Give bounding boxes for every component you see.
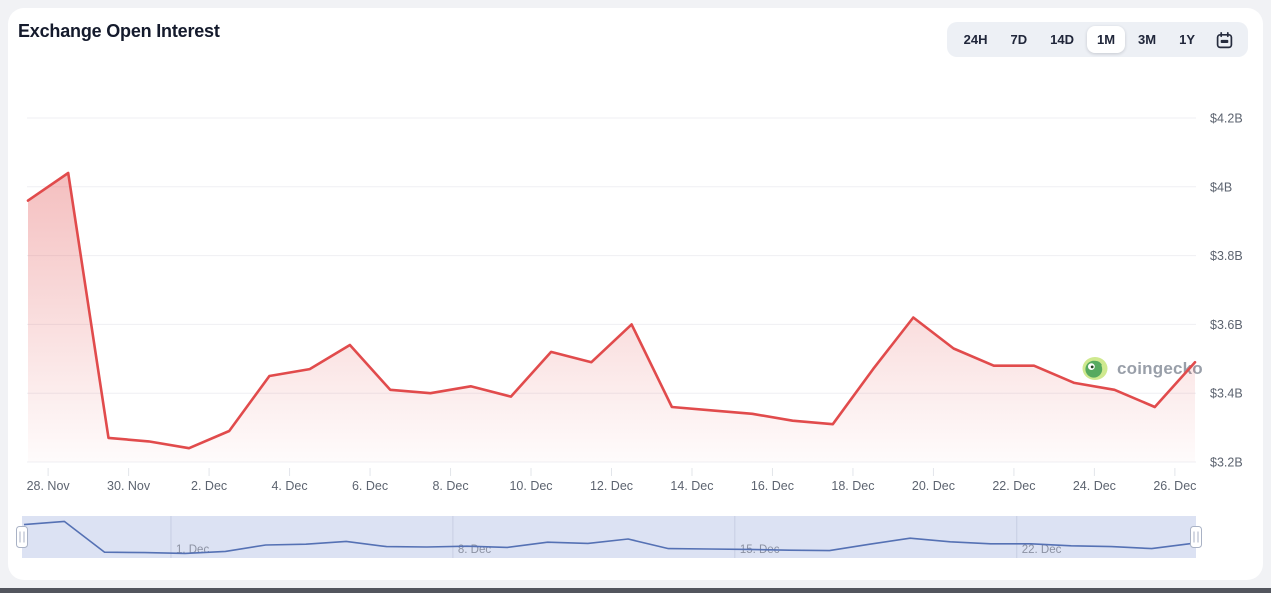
range-button-1m[interactable]: 1M bbox=[1086, 26, 1126, 53]
chart-card: Exchange Open Interest 24H 7D 14D 1M 3M 1Y bbox=[8, 8, 1263, 580]
page-bottom-strip bbox=[0, 588, 1271, 593]
series-line bbox=[26, 171, 1197, 450]
calendar-button[interactable] bbox=[1208, 27, 1241, 52]
range-button-24h[interactable]: 24H bbox=[954, 26, 998, 53]
page-title: Exchange Open Interest bbox=[18, 21, 220, 41]
navigator-handle-left[interactable] bbox=[16, 526, 28, 548]
navigator-track[interactable] bbox=[22, 516, 1196, 558]
series-area-fill bbox=[28, 173, 1195, 462]
navigator-handle-right[interactable] bbox=[1190, 526, 1202, 548]
navigator: 1. Dec 8. Dec 15. Dec 22. Dec bbox=[16, 516, 1202, 558]
coingecko-icon bbox=[1082, 357, 1108, 380]
open-interest-series[interactable] bbox=[26, 171, 1197, 462]
coingecko-watermark-text: coingecko bbox=[1117, 359, 1203, 378]
range-button-1y[interactable]: 1Y bbox=[1169, 26, 1205, 53]
range-button-14d[interactable]: 14D bbox=[1040, 26, 1084, 53]
time-range-selector: 24H 7D 14D 1M 3M 1Y bbox=[946, 22, 1248, 57]
calendar-icon bbox=[1216, 32, 1233, 49]
range-button-7d[interactable]: 7D bbox=[1000, 26, 1037, 53]
coingecko-watermark: coingecko bbox=[1080, 354, 1203, 384]
range-button-3m[interactable]: 3M bbox=[1128, 26, 1166, 53]
